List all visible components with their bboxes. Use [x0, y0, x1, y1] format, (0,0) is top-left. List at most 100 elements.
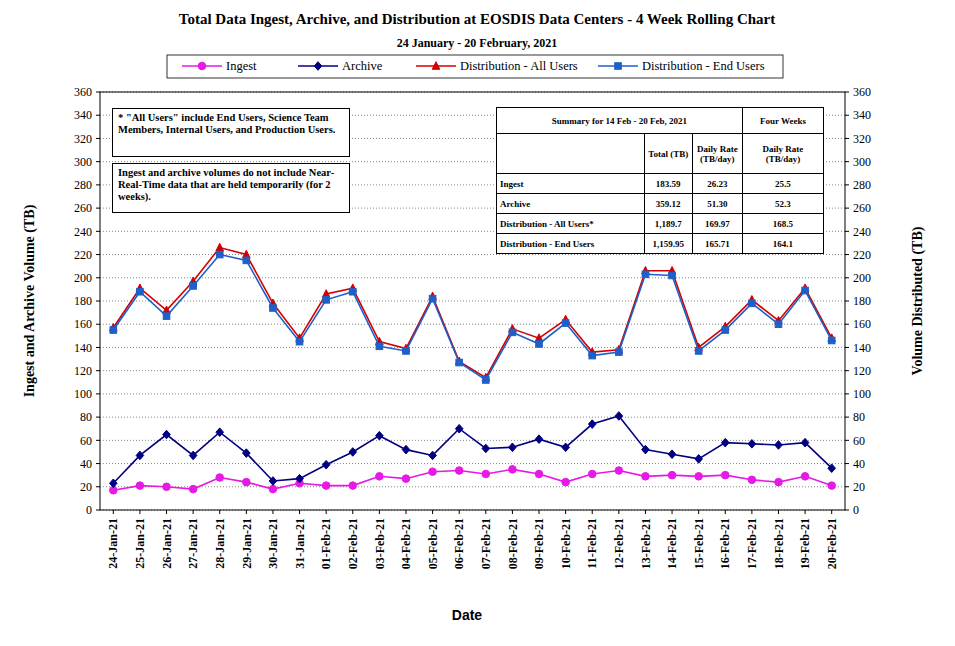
series-marker	[216, 251, 223, 258]
y2-tick-label: 160	[853, 317, 871, 331]
series-marker	[163, 313, 170, 320]
y-tick-label: 100	[74, 387, 92, 401]
series-marker	[349, 448, 357, 457]
y-tick	[96, 301, 100, 302]
x-tick	[113, 510, 114, 514]
x-tick	[751, 510, 752, 514]
x-tick-label: 18-Feb-21	[772, 518, 786, 569]
legend-marker	[198, 62, 206, 70]
series-marker	[801, 473, 809, 481]
series-marker	[642, 473, 650, 481]
x-tick-label: 06-Feb-21	[452, 518, 466, 569]
y2-tick	[845, 370, 849, 371]
y-tick	[96, 510, 100, 511]
series-marker	[828, 482, 836, 490]
x-tick-label: 20-Feb-21	[825, 518, 839, 569]
table-cell: 51.30	[692, 194, 742, 214]
x-tick-label: 26-Jan-21	[160, 518, 174, 569]
series-marker	[589, 352, 596, 359]
x-tick-label: 01-Feb-21	[319, 518, 333, 569]
y2-tick-label: 180	[853, 294, 871, 308]
series-marker	[429, 295, 436, 302]
title: Total Data Ingest, Archive, and Distribu…	[179, 11, 775, 27]
y-tick-label: 0	[86, 503, 92, 517]
series-marker	[243, 449, 251, 458]
series-marker	[136, 451, 144, 460]
grid-line	[100, 254, 845, 255]
series-marker	[668, 471, 676, 479]
summary-table-body: Summary for 14 Feb - 20 Feb, 2021Four We…	[497, 108, 824, 254]
table-cell: 183.59	[644, 174, 692, 194]
y-tick-label: 40	[80, 457, 92, 471]
y-tick-label: 60	[80, 434, 92, 448]
y-tick-label: 140	[74, 341, 92, 355]
y2-tick	[845, 393, 849, 394]
series-marker	[509, 443, 517, 452]
x-tick	[405, 510, 406, 514]
series-marker	[642, 445, 650, 454]
series-marker	[269, 477, 277, 486]
y-tick	[96, 231, 100, 232]
series-marker	[349, 482, 357, 490]
series-marker	[376, 473, 384, 481]
series-marker	[189, 485, 197, 493]
y2-tick	[845, 138, 849, 139]
series-marker	[270, 305, 277, 312]
y2-tick	[845, 184, 849, 185]
grid-line	[100, 347, 845, 348]
x-tick-label: 09-Feb-21	[532, 518, 546, 569]
x-tick	[459, 510, 460, 514]
series-marker	[721, 471, 729, 479]
series-marker	[562, 478, 570, 486]
y2-tick-label: 340	[853, 108, 871, 122]
y-tick	[96, 463, 100, 464]
y2-tick	[845, 92, 849, 93]
table-group: Four Weeks	[742, 108, 823, 134]
y2-tick-label: 360	[853, 85, 871, 99]
grid-line	[100, 301, 845, 302]
series-marker	[748, 476, 756, 484]
x-tick	[272, 510, 273, 514]
series-marker	[269, 485, 277, 493]
series-marker	[137, 288, 144, 295]
series-marker	[163, 430, 171, 439]
legend-label: Distribution - All Users	[460, 59, 578, 73]
series-marker	[455, 467, 463, 475]
x-tick	[193, 510, 194, 514]
y-tick	[96, 254, 100, 255]
series-marker	[775, 478, 783, 486]
x-tick	[725, 510, 726, 514]
y2-tick	[845, 161, 849, 162]
series-marker	[695, 455, 703, 464]
y-tick	[96, 138, 100, 139]
x-tick-label: 16-Feb-21	[718, 518, 732, 569]
series-marker	[695, 473, 703, 481]
table-cell: 168.5	[742, 214, 823, 234]
series-line	[113, 255, 831, 380]
series-marker	[668, 450, 676, 459]
series-marker	[296, 338, 303, 345]
y2-tick	[845, 277, 849, 278]
x-tick	[645, 510, 646, 514]
series-marker	[535, 435, 543, 444]
x-tick-label: 08-Feb-21	[506, 518, 520, 569]
series-marker	[509, 329, 516, 336]
series-marker	[775, 441, 783, 450]
legend: IngestArchiveDistribution - All UsersDis…	[167, 55, 783, 78]
y-tick	[96, 370, 100, 371]
series-marker	[403, 348, 410, 355]
series-marker	[216, 243, 224, 251]
y2-tick-label: 60	[853, 434, 865, 448]
x-tick-label: 03-Feb-21	[373, 518, 387, 569]
y-tick	[96, 184, 100, 185]
y2-tick-label: 140	[853, 341, 871, 355]
x-tick	[618, 510, 619, 514]
series-marker	[828, 337, 835, 344]
y2-tick-label: 300	[853, 155, 871, 169]
series-marker	[323, 297, 330, 304]
series-marker	[828, 464, 836, 473]
x-tick	[592, 510, 593, 514]
y2-tick	[845, 208, 849, 209]
legend-box	[167, 55, 783, 78]
x-tick-label: 25-Jan-21	[133, 518, 147, 569]
